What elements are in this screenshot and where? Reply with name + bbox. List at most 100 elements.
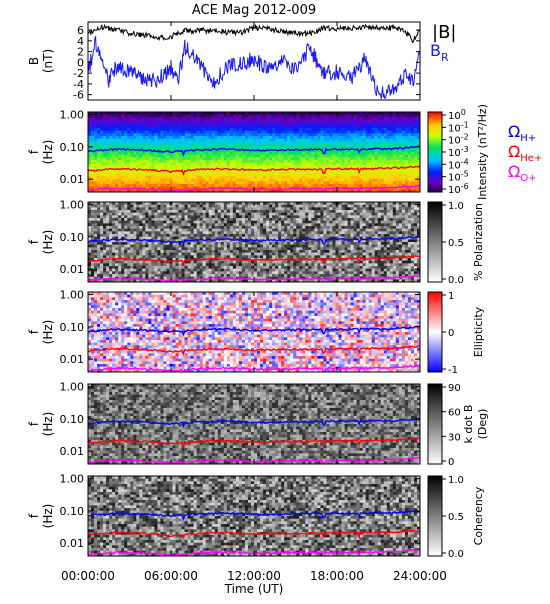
polarization-heatmap-cell xyxy=(151,218,154,221)
polarization-heatmap-cell xyxy=(233,210,236,213)
intensity-heatmap-cell xyxy=(363,160,366,163)
intensity-heatmap-cell xyxy=(269,141,272,144)
intensity-heatmap-cell xyxy=(278,179,281,182)
intensity-heatmap-cell xyxy=(91,141,94,144)
polarization-heatmap-cell xyxy=(242,242,245,245)
intensity-heatmap-cell xyxy=(163,157,166,160)
polarization-heatmap-cell xyxy=(94,215,97,218)
intensity-heatmap-cell xyxy=(293,152,296,155)
intensity-heatmap-cell xyxy=(242,117,245,120)
intensity-heatmap-cell xyxy=(399,117,402,120)
polarization-heatmap-cell xyxy=(145,226,148,229)
intensity-heatmap-cell xyxy=(348,171,351,174)
polarization-heatmap-cell xyxy=(233,269,236,272)
polarization-heatmap-cell xyxy=(148,253,151,256)
intensity-heatmap-cell xyxy=(396,128,399,131)
intensity-heatmap-cell xyxy=(224,144,227,147)
intensity-heatmap-cell xyxy=(263,147,266,150)
intensity-heatmap-cell xyxy=(366,181,369,184)
polarization-heatmap-cell xyxy=(176,253,179,256)
intensity-heatmap-cell xyxy=(293,163,296,166)
intensity-heatmap-cell xyxy=(390,139,393,142)
polarization-heatmap-cell xyxy=(233,253,236,256)
polarization-heatmap-cell xyxy=(197,263,200,266)
intensity-heatmap-cell xyxy=(91,152,94,155)
intensity-heatmap-cell xyxy=(263,131,266,134)
polarization-heatmap-cell xyxy=(227,253,230,256)
intensity-heatmap-cell xyxy=(100,139,103,142)
intensity-heatmap-cell xyxy=(185,123,188,126)
polarization-heatmap-cell xyxy=(227,250,230,253)
intensity-heatmap-cell xyxy=(166,131,169,134)
polarization-heatmap-cell xyxy=(173,245,176,248)
intensity-heatmap-cell xyxy=(179,115,182,118)
intensity-heatmap-cell xyxy=(348,131,351,134)
polarization-heatmap-cell xyxy=(218,218,221,221)
intensity-heatmap-cell xyxy=(127,179,130,182)
polarization-heatmap-cell xyxy=(112,218,115,221)
intensity-heatmap-cell xyxy=(369,123,372,126)
polarization-heatmap-cell xyxy=(185,229,188,232)
intensity-heatmap-cell xyxy=(357,173,360,176)
polarization-heatmap-cell xyxy=(221,234,224,237)
intensity-heatmap-cell xyxy=(369,131,372,134)
polarization-heatmap-cell xyxy=(133,261,136,264)
intensity-heatmap-cell xyxy=(332,115,335,118)
polarization-heatmap-cell xyxy=(118,218,121,221)
intensity-heatmap-cell xyxy=(263,152,266,155)
polarization-heatmap-cell xyxy=(154,226,157,229)
polarization-heatmap-cell xyxy=(130,255,133,258)
intensity-heatmap-cell xyxy=(151,176,154,179)
intensity-heatmap-cell xyxy=(209,171,212,174)
intensity-heatmap-cell xyxy=(257,144,260,147)
intensity-heatmap-cell xyxy=(185,139,188,142)
intensity-heatmap-cell xyxy=(351,117,354,120)
intensity-heatmap-cell xyxy=(360,133,363,136)
intensity-heatmap-cell xyxy=(266,139,269,142)
intensity-heatmap-cell xyxy=(191,133,194,136)
intensity-heatmap-cell xyxy=(293,179,296,182)
intensity-heatmap-cell xyxy=(115,179,118,182)
polarization-heatmap-cell xyxy=(91,218,94,221)
intensity-heatmap-cell xyxy=(236,181,239,184)
intensity-heatmap-cell xyxy=(239,165,242,168)
intensity-heatmap-cell xyxy=(384,133,387,136)
polarization-heatmap-cell xyxy=(212,245,215,248)
polarization-heatmap-cell xyxy=(221,213,224,216)
intensity-heatmap-cell xyxy=(179,163,182,166)
intensity-heatmap-cell xyxy=(296,133,299,136)
intensity-heatmap-cell xyxy=(387,139,390,142)
intensity-heatmap-cell xyxy=(88,173,91,176)
intensity-heatmap-cell xyxy=(320,165,323,168)
intensity-heatmap-cell xyxy=(221,181,224,184)
intensity-heatmap-cell xyxy=(112,173,115,176)
intensity-heatmap-cell xyxy=(332,136,335,139)
intensity-heatmap-cell xyxy=(257,184,260,187)
intensity-heatmap-cell xyxy=(94,152,97,155)
intensity-heatmap-cell xyxy=(224,125,227,128)
polarization-heatmap-cell xyxy=(203,229,206,232)
intensity-heatmap-cell xyxy=(342,133,345,136)
intensity-heatmap-cell xyxy=(272,139,275,142)
polarization-heatmap-cell xyxy=(169,245,172,248)
intensity-heatmap-cell xyxy=(266,176,269,179)
polarization-heatmap-cell xyxy=(130,210,133,213)
intensity-heatmap-cell xyxy=(372,184,375,187)
polarization-heatmap-cell xyxy=(218,263,221,266)
polarization-heatmap-cell xyxy=(136,274,139,277)
intensity-heatmap-cell xyxy=(133,131,136,134)
intensity-heatmap-cell xyxy=(329,144,332,147)
intensity-heatmap-cell xyxy=(411,141,414,144)
intensity-heatmap-cell xyxy=(230,125,233,128)
intensity-heatmap-cell xyxy=(375,115,378,118)
intensity-heatmap-cell xyxy=(305,139,308,142)
intensity-heatmap-cell xyxy=(212,123,215,126)
polarization-heatmap-cell xyxy=(148,271,151,274)
intensity-heatmap-cell xyxy=(133,125,136,128)
intensity-heatmap-cell xyxy=(188,173,191,176)
intensity-heatmap-cell xyxy=(185,117,188,120)
intensity-heatmap-cell xyxy=(200,117,203,120)
polarization-heatmap-cell xyxy=(91,205,94,208)
intensity-heatmap-cell xyxy=(157,139,160,142)
polarization-heatmap-cell xyxy=(179,255,182,258)
